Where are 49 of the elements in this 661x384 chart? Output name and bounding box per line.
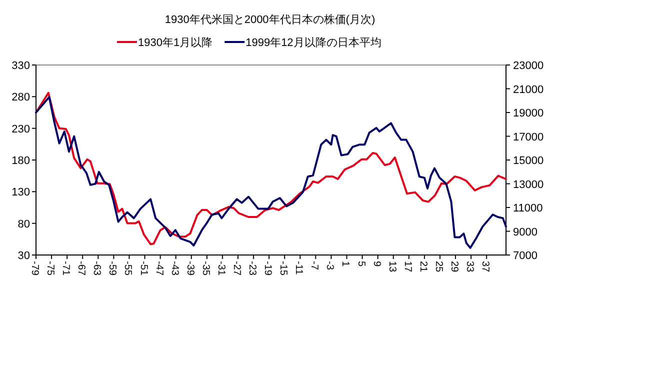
x-tick-label: 5	[355, 261, 366, 267]
legend-label: 1930年1月以降	[138, 36, 213, 49]
y2-tick-label: 13000	[513, 178, 544, 191]
y-tick-label: 230	[12, 123, 30, 136]
x-tick-label: -67	[76, 261, 87, 276]
y2-tick-label: 23000	[513, 60, 544, 72]
x-tick-label: -39	[184, 261, 196, 276]
x-tick-label: -27	[230, 261, 242, 276]
x-tick-label: -19	[262, 261, 274, 276]
y2-tick-label: 9000	[513, 226, 538, 238]
y-tick-label: 130	[12, 186, 30, 199]
x-tick-label: 17	[402, 261, 413, 273]
x-tick-label: 29	[448, 261, 460, 273]
chart-title: 1930年代米国と2000年代日本の株価(月次)	[164, 13, 376, 26]
x-tick-label: -7	[308, 261, 320, 270]
x-tick-label: 13	[386, 261, 398, 273]
x-tick-label: -79	[29, 261, 40, 276]
y2-tick-label: 19000	[513, 108, 544, 120]
x-tick-label: -23	[246, 261, 258, 276]
y-tick-label: 30	[18, 250, 30, 262]
x-tick-label: -71	[60, 261, 72, 276]
x-tick-label: -11	[293, 261, 304, 276]
x-tick-label: -3	[324, 261, 336, 270]
x-tick-label: 9	[370, 261, 382, 267]
y-tick-label: 180	[12, 155, 30, 167]
y2-tick-label: 21000	[513, 84, 544, 96]
legend-label: 1999年12月以降の日本平均	[246, 36, 382, 49]
x-tick-label: -63	[91, 261, 102, 276]
x-tick-label: -75	[44, 261, 56, 276]
x-tick-label: -51	[138, 261, 149, 276]
x-tick-label: -43	[168, 261, 180, 276]
y2-tick-label: 7000	[513, 250, 538, 262]
y-tick-label: 280	[12, 92, 30, 104]
y2-tick-label: 15000	[513, 155, 544, 167]
y2-tick-label: 11000	[513, 202, 543, 214]
x-tick-label: 1	[340, 261, 351, 267]
x-tick-label: -15	[278, 261, 289, 276]
x-tick-label: 33	[464, 261, 476, 273]
x-tick-label: -35	[200, 261, 211, 276]
x-tick-label: 37	[480, 261, 491, 273]
x-tick-label: -31	[215, 261, 226, 276]
x-tick-label: 21	[417, 261, 428, 273]
y-tick-label: 80	[18, 218, 30, 230]
y2-tick-label: 17000	[513, 131, 544, 144]
x-tick-label: -55	[122, 261, 134, 276]
y-tick-label: 330	[12, 60, 30, 72]
x-tick-label: -59	[106, 261, 118, 276]
x-tick-label: -47	[153, 261, 164, 276]
x-tick-label: 25	[432, 261, 444, 273]
